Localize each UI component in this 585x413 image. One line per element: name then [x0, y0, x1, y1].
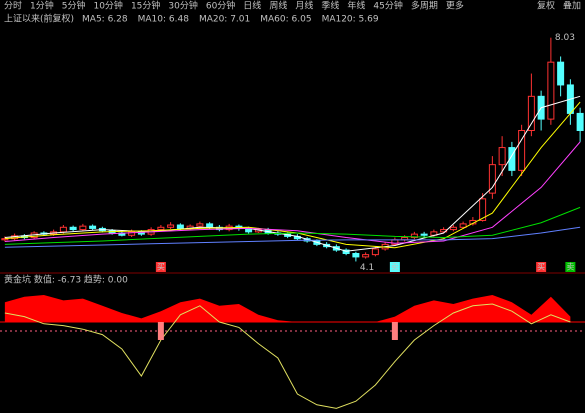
toolbar-tab[interactable]: 年线	[347, 0, 365, 12]
candle-body	[196, 223, 204, 227]
candle-body	[206, 223, 214, 228]
candle-body	[352, 252, 360, 258]
signal-bar	[157, 322, 164, 340]
ma-line	[4, 226, 581, 248]
signal-box	[389, 262, 400, 272]
candle-body	[420, 233, 428, 236]
candle-body	[128, 231, 136, 236]
candle-body	[518, 129, 526, 171]
candle-body	[547, 61, 555, 120]
toolbar-tab[interactable]: 15分钟	[131, 0, 160, 12]
signal-label: 卖	[566, 263, 574, 272]
indicator-line	[4, 303, 571, 409]
ma-line	[4, 141, 581, 244]
legend-entry: MA5: 6.28	[82, 15, 128, 25]
candle-body	[176, 224, 184, 229]
toolbar-tab[interactable]: 30分钟	[168, 0, 197, 12]
candle-body	[449, 226, 457, 231]
toolbar-tab[interactable]: 45分钟	[373, 0, 402, 12]
toolbar-tab[interactable]: 日线	[243, 0, 261, 12]
toolbar-tab[interactable]: 季线	[321, 0, 339, 12]
candle-body	[59, 226, 67, 233]
toolbar-button[interactable]: 复权	[537, 0, 555, 12]
chart-title: 上证以来(前复权)	[4, 13, 74, 25]
toolbar-tab[interactable]: 多周期	[411, 0, 438, 12]
indicator-title: 黄金坑 数值: -6.73 趋势: 0.00	[4, 274, 128, 286]
toolbar-tab[interactable]: 更多	[446, 0, 464, 12]
candle-body	[69, 226, 77, 231]
signal-bar	[391, 322, 398, 340]
candle-body	[342, 249, 350, 254]
ma-line	[4, 95, 581, 252]
candle-body	[576, 112, 584, 131]
price-annotation: 8.03	[555, 33, 575, 43]
signal-label: 卖	[391, 263, 399, 272]
signal-box	[155, 262, 166, 272]
candle-body	[498, 147, 506, 166]
signal-label: 买	[157, 263, 165, 272]
candle-body	[371, 248, 379, 256]
legend-entry: MA120: 5.69	[322, 15, 379, 25]
toolbar-tab[interactable]: 周线	[269, 0, 287, 12]
toolbar-tab[interactable]: 月线	[295, 0, 313, 12]
candle-body	[557, 61, 565, 86]
signal-box	[536, 262, 547, 272]
ma-line	[4, 206, 581, 245]
toolbar-tab[interactable]: 5分钟	[62, 0, 86, 12]
legend-entry: MA10: 6.48	[138, 15, 190, 25]
candle-body	[89, 225, 97, 229]
candle-body	[157, 226, 165, 231]
candle-body	[459, 223, 467, 228]
candle-body	[527, 95, 535, 131]
toolbar-button[interactable]: 叠加	[563, 1, 581, 12]
candle-body	[508, 147, 516, 171]
candle-body	[488, 164, 496, 194]
candle-body	[479, 198, 487, 221]
legend-entry: MA20: 7.01	[199, 15, 250, 25]
signal-label: 买	[537, 263, 545, 272]
indicator-area	[4, 295, 571, 322]
toolbar-tab[interactable]: 分时	[4, 0, 22, 12]
candle-body	[362, 254, 370, 258]
candle-body	[167, 224, 175, 228]
signal-box	[565, 262, 576, 272]
candle-body	[79, 225, 87, 231]
toolbar-tab[interactable]: 1分钟	[30, 0, 54, 12]
price-annotation: 4.1	[360, 263, 374, 273]
candle-body	[410, 233, 418, 239]
toolbar-tab[interactable]: 60分钟	[206, 0, 235, 12]
legend-entry: MA60: 6.05	[260, 15, 311, 25]
toolbar-tab[interactable]: 10分钟	[93, 0, 122, 12]
